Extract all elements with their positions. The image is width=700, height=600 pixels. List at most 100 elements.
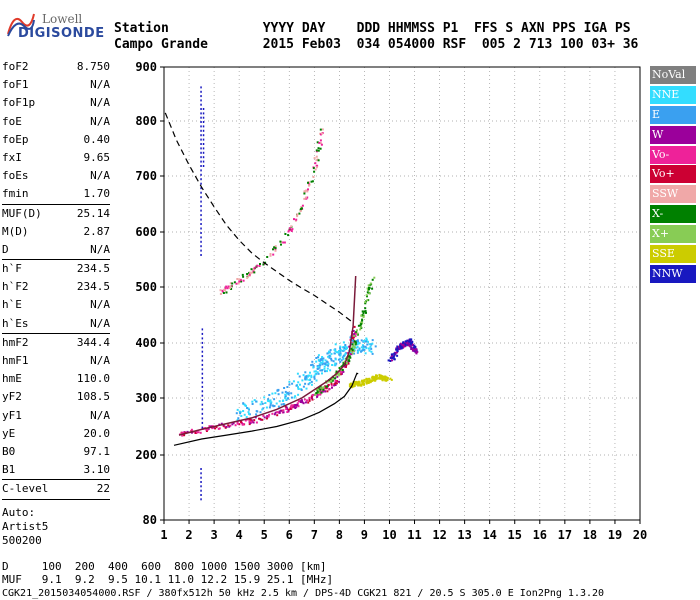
echo-point [367,380,370,383]
echo-point [229,282,232,285]
echo-point [201,399,204,402]
echo-point [353,381,356,384]
echo-point [358,342,361,345]
echo-point [371,339,374,342]
echo-point [206,428,209,431]
echo-point [319,142,322,145]
echo-point [282,409,285,412]
echo-point [202,125,205,128]
echo-point [408,338,411,341]
echo-point [197,431,200,434]
echo-point [250,420,253,423]
echo-point [411,348,414,351]
echo-point [202,143,205,145]
param-label: D [2,242,9,256]
echo-point [328,380,330,383]
echo-point [314,393,317,396]
echo-point [284,390,287,393]
echo-point [344,344,347,346]
echo-point [339,345,342,348]
echo-point [200,191,202,194]
echo-point [200,494,202,496]
echo-point [202,116,205,119]
echo-point [348,345,351,348]
echo-point [239,278,242,281]
echo-point [371,377,374,379]
echo-point [201,368,204,371]
echo-point [200,481,202,483]
echo-point [339,352,342,355]
echo-point [363,348,366,351]
echo-point [300,207,303,210]
echo-point [393,358,396,361]
echo-point [354,332,356,334]
echo-point [201,421,204,424]
param-label: M(D) [2,224,29,238]
param-label: yF2 [2,390,22,404]
param-row: foF1 N/A [2,76,110,94]
echo-point [310,383,313,386]
echo-point [201,381,204,384]
echo-point [288,383,291,386]
plot-frame [163,66,641,521]
echo-point [319,364,321,367]
echo-point [367,347,370,350]
echo-point [247,411,250,414]
x-tick-label: 15 [508,528,522,542]
echo-point [366,295,368,298]
legend-item: NNW [650,264,696,283]
echo-point [319,361,322,364]
echo-point [200,187,202,190]
echo-point [361,310,364,313]
echo-point [255,410,258,413]
echo-point [416,350,419,353]
echo-point [289,406,292,409]
echo-point [246,273,249,275]
echo-point [269,253,272,255]
echo-point [330,384,333,387]
echo-point [321,363,324,366]
echo-point [252,421,255,424]
echo-point [314,162,317,165]
logo-graphic-icon [7,13,35,37]
echo-point [287,410,290,413]
echo-point [309,371,311,374]
echo-point [369,381,372,384]
echo-point [200,218,202,221]
echo-point [411,349,414,352]
echo-point [360,383,363,386]
echo-point [242,410,245,412]
echo-point [382,375,385,378]
echo-point [277,393,280,396]
echo-point [200,489,202,492]
echo-point [227,285,230,288]
param-label: h`Es [2,316,29,330]
echo-point [232,422,235,425]
echo-point [249,418,252,421]
param-row: foEs N/A [2,167,110,185]
echo-point [242,279,245,282]
echo-point [353,333,356,336]
param-label: h`F [2,262,22,276]
echo-point [317,372,320,375]
param-value: 1.70 [83,187,111,201]
echo-point [286,391,289,394]
echo-point [200,178,202,181]
echo-point [307,374,310,377]
echo-point [324,390,327,393]
legend-item: E [650,105,696,124]
y-tick-label: 80 [143,513,157,527]
echo-point [329,349,332,352]
echo-point [289,228,292,231]
echo-point [284,393,287,396]
echo-point [365,347,368,350]
echo-point [353,342,356,345]
echo-point [304,401,307,404]
echo-point [321,357,324,360]
echo-point [201,377,204,380]
echo-point [321,386,324,389]
echo-point [349,356,352,359]
echo-point [200,134,202,137]
echo-point [368,288,370,291]
echo-point [352,385,355,388]
